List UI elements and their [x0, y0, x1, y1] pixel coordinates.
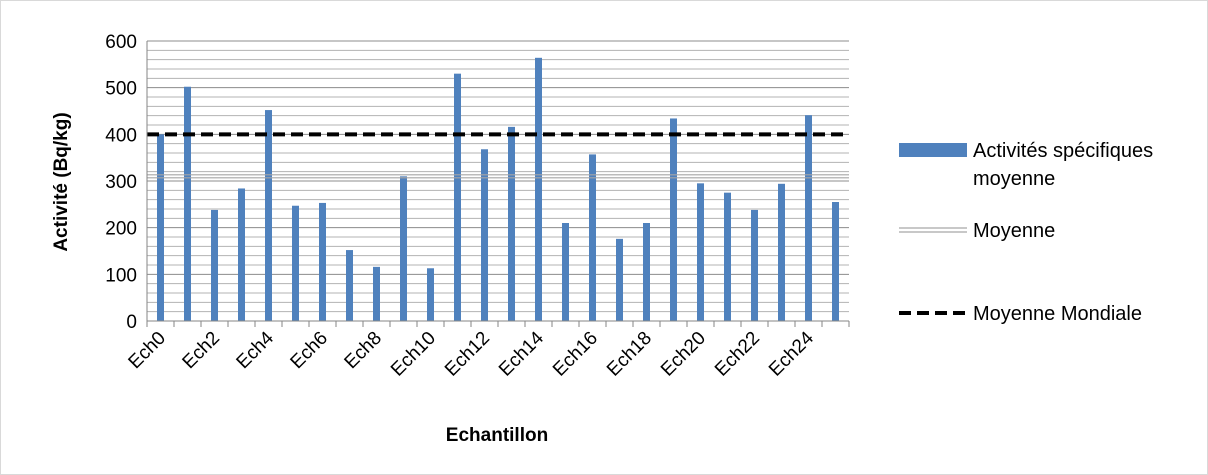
- grid: [147, 40, 849, 313]
- bar: [724, 192, 731, 321]
- bar: [265, 110, 272, 321]
- bar: [427, 268, 434, 321]
- x-tick-label: Ech6: [287, 328, 332, 373]
- y-tick-label: 400: [105, 125, 137, 146]
- bar: [643, 223, 650, 321]
- legend-label-line: moyenne: [973, 168, 1055, 190]
- y-tick-label: 600: [105, 32, 137, 53]
- bar: [589, 154, 596, 321]
- reference-lines: [147, 132, 849, 179]
- x-tick-label: Ech20: [657, 328, 710, 381]
- bar: [319, 202, 326, 321]
- bar: [508, 126, 515, 321]
- legend: Activités spécifiques moyenne Moyenne Moyen…: [899, 140, 1153, 325]
- bar: [616, 238, 623, 321]
- x-tick-label: Ech12: [441, 328, 494, 381]
- x-tick-label: Ech2: [179, 328, 224, 373]
- bar: [400, 176, 407, 321]
- x-tick-label: Ech18: [603, 328, 656, 381]
- bar: [778, 183, 785, 321]
- bar: [535, 57, 542, 322]
- y-tick-label: 0: [126, 312, 137, 333]
- bars: [157, 57, 839, 322]
- bar: [238, 188, 245, 321]
- legend-label-mondiale: Moyenne Mondiale: [973, 303, 1142, 325]
- bar: [157, 134, 164, 321]
- y-tick-label: 300: [105, 172, 137, 193]
- bar: [346, 250, 353, 321]
- x-tick-label: Ech16: [549, 328, 602, 381]
- bar: [454, 73, 461, 322]
- x-tick-label: Ech10: [387, 328, 440, 381]
- bar: [292, 205, 299, 321]
- bar: [832, 202, 839, 321]
- bar: [562, 223, 569, 321]
- bar: [751, 209, 758, 321]
- bar: [481, 149, 488, 321]
- x-tick-label: Ech8: [341, 328, 386, 373]
- x-tick-label: Ech14: [495, 327, 548, 380]
- x-tick-label: Ech0: [125, 328, 170, 373]
- bar: [805, 115, 812, 321]
- x-tick-label: Ech4: [233, 327, 279, 373]
- y-tick-label: 500: [105, 79, 137, 100]
- legend-label-line: Activités spécifiques: [973, 140, 1153, 162]
- legend-label-bars: Activités spécifiques moyenne: [973, 140, 1153, 190]
- x-tick-label: Ech22: [711, 328, 764, 381]
- x-tick-label: Ech24: [765, 327, 818, 380]
- y-tick-label: 100: [105, 265, 137, 286]
- legend-label-moyenne: Moyenne: [973, 220, 1055, 242]
- y-axis-title: Activité (Bq/kg): [51, 112, 72, 251]
- bar: [697, 183, 704, 321]
- x-axis-title: Echantillon: [446, 425, 548, 446]
- bar: [670, 118, 677, 321]
- bar: [184, 86, 191, 321]
- legend-swatch-bars: [899, 143, 967, 157]
- y-tick-label: 200: [105, 219, 137, 240]
- bar: [211, 209, 218, 321]
- bar: [373, 266, 380, 321]
